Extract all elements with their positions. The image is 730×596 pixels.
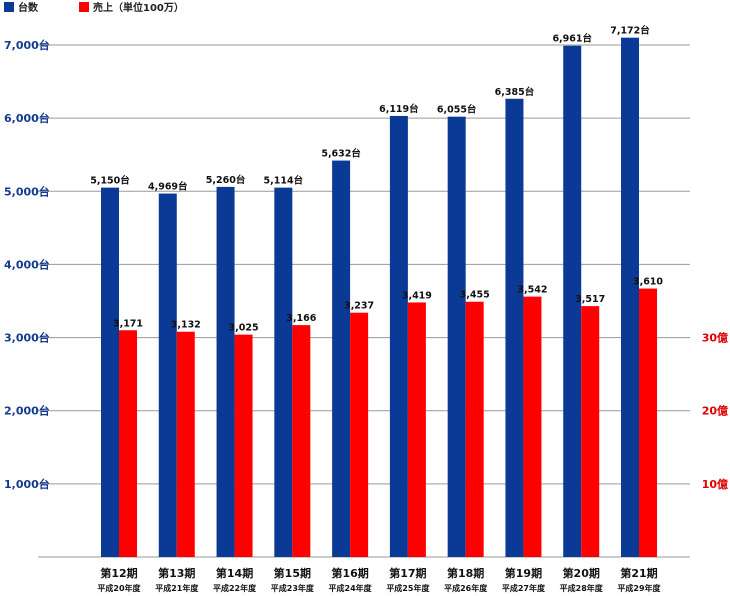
- legend-swatch-sales: [79, 2, 89, 12]
- left-axis-tick: 2,000台: [4, 404, 50, 418]
- x-tick-sublabel: 平成26年度: [444, 583, 488, 593]
- left-axis-tick: 4,000台: [4, 257, 50, 271]
- bar-units: [505, 98, 524, 557]
- x-tick-label: 第18期: [447, 566, 484, 580]
- right-axis-tick: 20億: [702, 404, 728, 418]
- bar-sales: [350, 312, 369, 557]
- data-label-units: 6,961台: [552, 33, 592, 45]
- data-label-sales: 3,455: [460, 290, 490, 301]
- x-tick-label: 第17期: [389, 566, 426, 580]
- bar-sales: [523, 296, 542, 557]
- bar-units: [158, 193, 177, 557]
- bar-units: [332, 160, 351, 557]
- bar-units: [216, 186, 235, 557]
- data-label-units: 5,632台: [321, 148, 361, 160]
- data-label-units: 5,260台: [206, 174, 246, 186]
- right-axis-ticks: 10億 20億 30億: [702, 331, 728, 491]
- bar-sales: [119, 330, 137, 557]
- bar-units: [563, 45, 582, 557]
- bar-sales: [292, 325, 311, 557]
- data-label-sales: 3,610: [633, 277, 663, 288]
- left-axis-tick: 6,000台: [4, 111, 50, 125]
- x-tick-label: 第15期: [274, 566, 311, 580]
- data-label-units: 6,055台: [437, 104, 477, 116]
- x-tick-sublabel: 平成23年度: [271, 583, 315, 593]
- data-label-units: 5,114台: [264, 175, 304, 187]
- x-tick-label: 第13期: [158, 566, 195, 580]
- bar-units: [274, 187, 293, 557]
- bars: [101, 37, 657, 558]
- data-label-sales: 3,132: [171, 320, 201, 331]
- data-label-sales: 3,171: [113, 318, 143, 329]
- bar-sales: [176, 331, 195, 557]
- data-label-sales: 3,419: [402, 290, 432, 301]
- bar-sales: [234, 334, 253, 557]
- data-label-sales: 3,542: [517, 285, 547, 296]
- x-tick-sublabel: 平成21年度: [155, 583, 199, 593]
- x-tick-sublabel: 平成20年度: [97, 583, 141, 593]
- x-tick-sublabel: 平成24年度: [329, 583, 373, 593]
- data-labels: 5,150台 3,171 4,969台 3,132 5,260台 3,025 5,114台 3…: [90, 25, 663, 334]
- x-tick-label: 第21期: [620, 566, 657, 580]
- bar-units: [389, 115, 408, 557]
- legend-swatch-units: [4, 2, 14, 12]
- data-label-units: 6,385台: [495, 86, 535, 98]
- right-axis-tick: 30億: [702, 331, 728, 345]
- x-tick-sublabel: 平成28年度: [560, 583, 604, 593]
- x-tick-sublabel: 平成22年度: [213, 583, 257, 593]
- bar-units: [101, 187, 119, 557]
- data-label-units: 4,969台: [148, 181, 188, 193]
- data-label-units: 7,172台: [610, 25, 650, 37]
- x-tick-label: 第12期: [100, 566, 137, 580]
- x-tick-label: 第20期: [563, 566, 600, 580]
- bar-sales: [465, 301, 484, 557]
- bar-sales: [407, 302, 426, 557]
- left-axis-tick: 5,000台: [4, 184, 50, 198]
- legend-label-sales: 売上（単位100万）: [93, 1, 184, 14]
- right-axis-tick: 10億: [702, 477, 728, 491]
- legend-label-units: 台数: [18, 1, 39, 14]
- bar-units: [621, 37, 639, 557]
- x-tick-sublabel: 平成27年度: [502, 583, 546, 593]
- x-tick-sublabel: 平成29年度: [617, 583, 661, 593]
- legend: 台数 売上（単位100万）: [4, 1, 184, 14]
- x-tick-label: 第19期: [505, 566, 542, 580]
- data-label-sales: 3,166: [286, 313, 316, 324]
- data-label-units: 6,119台: [379, 103, 419, 115]
- left-axis-ticks: 1,000台 2,000台 3,000台 4,000台 5,000台 6,000台 7,00…: [4, 38, 50, 491]
- x-tick-label: 第16期: [331, 566, 368, 580]
- left-axis-tick: 1,000台: [4, 477, 50, 491]
- x-tick-sublabel: 平成25年度: [386, 583, 430, 593]
- data-label-sales: 3,025: [229, 323, 259, 334]
- left-axis-tick: 3,000台: [4, 331, 50, 345]
- data-label-sales: 3,517: [575, 294, 605, 305]
- data-label-sales: 3,237: [344, 301, 374, 312]
- bar-units: [447, 116, 466, 558]
- bar-sales: [581, 306, 600, 557]
- data-label-units: 5,150台: [90, 175, 130, 187]
- bar-sales: [639, 288, 657, 557]
- x-tick-label: 第14期: [216, 566, 253, 580]
- left-axis-tick: 7,000台: [4, 38, 50, 52]
